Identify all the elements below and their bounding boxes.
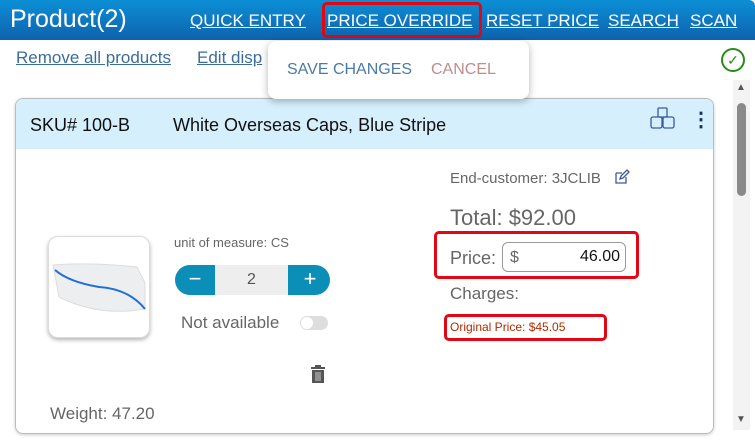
edit-display-link[interactable]: Edit disp xyxy=(197,48,263,67)
edit-icon[interactable] xyxy=(614,169,630,185)
price-override-button[interactable]: PRICE OVERRIDE xyxy=(327,11,473,30)
quantity-input[interactable]: 2 xyxy=(215,265,288,295)
not-available-label: Not available xyxy=(181,313,280,332)
price-value: 46.00 xyxy=(579,248,620,265)
highlight-price xyxy=(434,231,639,279)
highlight-price-override xyxy=(322,2,482,38)
page-title: Product(2) xyxy=(10,5,127,33)
product-card-header: SKU# 100-B White Overseas Caps, Blue Str… xyxy=(16,99,713,149)
weight: Weight: 47.20 xyxy=(50,404,155,423)
charges-label: Charges: xyxy=(450,284,519,303)
currency-symbol: $ xyxy=(510,249,519,266)
original-price: Original Price: $45.05 xyxy=(450,320,566,334)
product-card: SKU# 100-B White Overseas Caps, Blue Str… xyxy=(15,98,714,434)
remove-all-products-link[interactable]: Remove all products xyxy=(16,48,171,67)
scroll-down-icon[interactable]: ▼ xyxy=(736,414,746,425)
trash-icon[interactable] xyxy=(310,365,326,384)
more-options-icon[interactable]: ⋮ xyxy=(691,109,711,131)
product-name: White Overseas Caps, Blue Stripe xyxy=(173,115,447,135)
price-input[interactable]: $ 46.00 xyxy=(502,242,626,272)
search-button[interactable]: SEARCH xyxy=(608,11,679,30)
check-circle-icon[interactable]: ✓ xyxy=(721,48,745,72)
end-customer: End-customer: 3JCLIB xyxy=(450,170,601,187)
save-changes-button[interactable]: SAVE CHANGES xyxy=(287,61,413,78)
scan-button[interactable]: SCAN xyxy=(690,11,738,30)
scrollbar[interactable]: ▲ ▼ xyxy=(733,80,750,430)
not-available-toggle[interactable] xyxy=(300,316,328,330)
increase-quantity-button[interactable]: + xyxy=(303,266,317,291)
boxes-icon[interactable] xyxy=(649,106,677,130)
quick-entry-button[interactable]: QUICK ENTRY xyxy=(190,11,306,30)
cancel-button[interactable]: CANCEL xyxy=(431,61,496,78)
highlight-original-price xyxy=(444,314,607,341)
total: Total: $92.00 xyxy=(450,205,576,230)
quantity-stepper: − 2 + xyxy=(175,265,330,295)
price-label: Price: xyxy=(450,248,497,268)
scrollbar-thumb[interactable] xyxy=(737,103,746,196)
cap-image xyxy=(52,263,146,312)
product-image[interactable] xyxy=(48,236,150,338)
scroll-up-icon[interactable]: ▲ xyxy=(736,82,746,93)
decrease-quantity-button[interactable]: − xyxy=(188,266,202,291)
unit-of-measure: unit of measure: CS xyxy=(174,235,289,250)
product-sku: SKU# 100-B xyxy=(30,115,131,135)
app-header: Product(2) QUICK ENTRY PRICE OVERRIDE RE… xyxy=(0,0,755,40)
price-override-popup: SAVE CHANGES CANCEL xyxy=(268,41,529,99)
reset-price-button[interactable]: RESET PRICE xyxy=(486,11,600,30)
